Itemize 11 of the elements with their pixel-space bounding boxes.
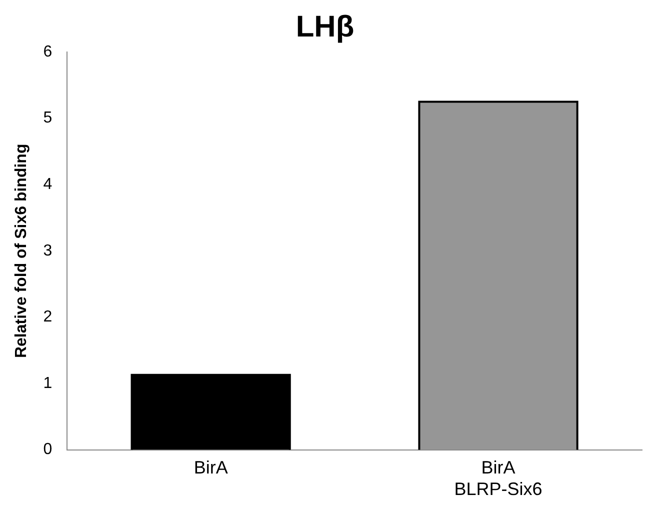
y-tick-label: 0	[43, 441, 52, 458]
y-tick-label: 3	[43, 242, 52, 260]
y-tick-label: 4	[43, 176, 52, 194]
chart-title: LHβ	[296, 10, 354, 44]
y-tick-label: 1	[43, 374, 52, 392]
y-tick-label: 5	[43, 110, 52, 127]
y-axis-title: Relative fold of Six6 binding	[13, 144, 30, 358]
x-tick-label: BirA	[194, 458, 228, 478]
y-tick-label: 6	[43, 43, 52, 60]
y-tick-label: 2	[43, 308, 52, 326]
x-tick-label: BirA BLRP-Six6	[454, 458, 542, 500]
